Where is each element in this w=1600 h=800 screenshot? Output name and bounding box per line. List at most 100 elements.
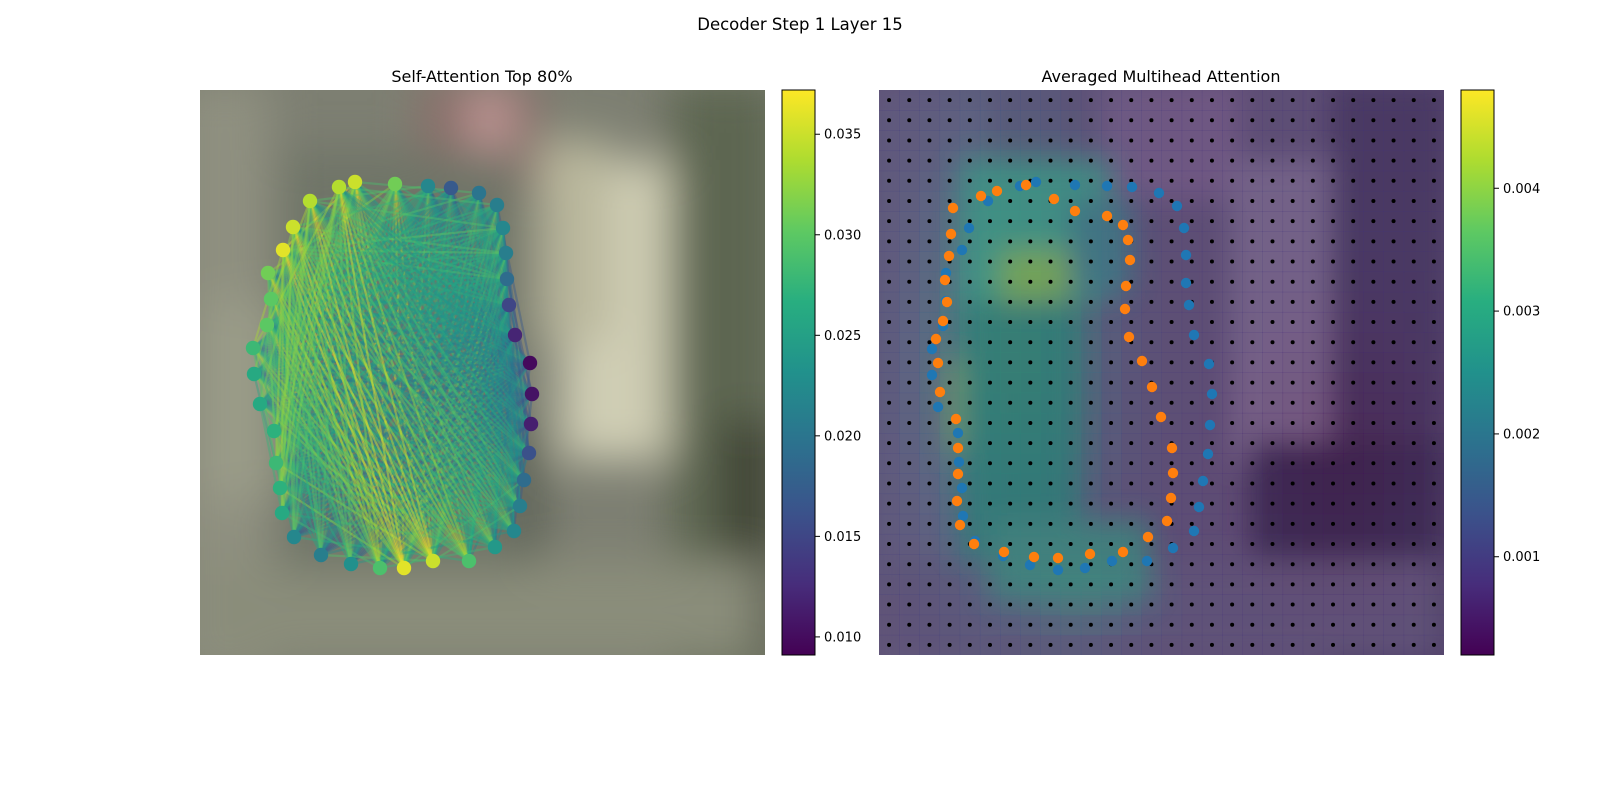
- colorbar-tick-label: 0.010: [824, 630, 861, 645]
- attention-edge: [281, 511, 496, 549]
- attention-edge: [338, 186, 531, 364]
- grid-dot: [1411, 219, 1416, 224]
- grid-dot: [1351, 158, 1356, 163]
- grid-dot: [1028, 542, 1033, 547]
- grid-dot: [1351, 582, 1356, 587]
- attention-edge: [431, 227, 505, 562]
- grid-dot: [1068, 340, 1073, 345]
- attention-edge: [267, 272, 521, 507]
- attention-edge: [338, 186, 533, 395]
- attention-edge: [269, 298, 284, 514]
- attention-edge: [293, 227, 504, 538]
- grid-dot: [1189, 138, 1194, 143]
- grid-dot: [907, 138, 912, 143]
- grid-dot: [1250, 138, 1255, 143]
- grid-dot: [1371, 98, 1376, 103]
- grid-dot: [1008, 642, 1013, 647]
- attention-edge: [273, 183, 396, 432]
- keypoint-marker: [1084, 548, 1096, 560]
- grid-dot: [907, 158, 912, 163]
- colorbar-tick-label: 0.002: [1503, 427, 1540, 442]
- grid-dot: [1088, 582, 1093, 587]
- grid-dot: [1028, 360, 1033, 365]
- attention-edge: [282, 248, 516, 337]
- attention-edge: [353, 181, 435, 562]
- grid-dot: [1290, 582, 1295, 587]
- grid-dot: [927, 158, 932, 163]
- grid-dot: [1331, 279, 1336, 284]
- grid-dot: [1230, 420, 1235, 425]
- attention-edge: [252, 346, 530, 455]
- grid-dot: [1431, 380, 1436, 385]
- grid-dot: [1028, 582, 1033, 587]
- grid-dot: [947, 481, 952, 486]
- grid-dot: [1149, 481, 1154, 486]
- grid-dot: [1371, 340, 1376, 345]
- attention-edge: [281, 204, 498, 514]
- grid-dot: [1371, 521, 1376, 526]
- grid-dot: [1189, 501, 1194, 506]
- grid-dot: [1230, 481, 1235, 486]
- grid-dot: [1088, 521, 1093, 526]
- grid-dot: [1088, 360, 1093, 365]
- attention-edge: [272, 181, 357, 432]
- attention-edge: [426, 185, 531, 454]
- attention-edge: [354, 181, 530, 454]
- grid-dot: [987, 279, 992, 284]
- grid-dot: [1088, 239, 1093, 244]
- grid-dot: [967, 158, 972, 163]
- grid-dot: [927, 259, 932, 264]
- grid-dot: [887, 299, 892, 304]
- grid-dot: [1109, 320, 1114, 325]
- attention-edge: [279, 185, 429, 489]
- grid-dot: [1109, 158, 1114, 163]
- attention-node: [522, 355, 538, 371]
- attention-edge: [266, 324, 381, 569]
- grid-dot: [1088, 259, 1093, 264]
- attention-edge: [267, 272, 525, 481]
- grid-dot: [1088, 98, 1093, 103]
- grid-dot: [1230, 380, 1235, 385]
- keypoint-marker: [1167, 542, 1179, 554]
- grid-dot: [1431, 219, 1436, 224]
- grid-dot: [967, 299, 972, 304]
- attention-node: [387, 176, 403, 192]
- grid-dot: [1431, 198, 1436, 203]
- attention-edge: [292, 226, 530, 454]
- grid-dot: [1290, 198, 1295, 203]
- attention-edge: [252, 303, 510, 350]
- grid-dot: [1250, 259, 1255, 264]
- attention-edge: [282, 249, 521, 507]
- grid-dot: [1230, 118, 1235, 123]
- attention-edge: [267, 272, 515, 532]
- right-panel-title: Averaged Multihead Attention: [1042, 67, 1281, 86]
- grid-dot: [967, 501, 972, 506]
- grid-dot: [1088, 178, 1093, 183]
- grid-dot: [1250, 158, 1255, 163]
- grid-dot: [1371, 582, 1376, 587]
- attention-edge: [252, 185, 429, 349]
- grid-dot: [1270, 320, 1275, 325]
- grid-dot: [1149, 98, 1154, 103]
- grid-dot: [1129, 400, 1134, 405]
- grid-dot: [1008, 219, 1013, 224]
- grid-dot: [1048, 380, 1053, 385]
- attention-edge: [293, 362, 531, 538]
- attention-edge: [275, 187, 452, 464]
- attention-edge: [293, 423, 532, 538]
- keypoint-marker: [1167, 467, 1179, 479]
- grid-dot: [1048, 360, 1053, 365]
- attention-edge: [269, 298, 323, 556]
- colorbar-tick-label: 0.025: [824, 329, 861, 344]
- grid-dot: [1129, 279, 1134, 284]
- grid-dot: [887, 279, 892, 284]
- grid-dot: [987, 400, 992, 405]
- grid-dot: [1391, 400, 1396, 405]
- grid-dot: [1008, 239, 1013, 244]
- attention-nodes: [245, 174, 540, 576]
- grid-dot: [1411, 299, 1416, 304]
- grid-dot: [1189, 420, 1194, 425]
- grid-dot: [1008, 441, 1013, 446]
- keypoint-marker: [1180, 249, 1192, 261]
- attention-edge: [273, 429, 530, 455]
